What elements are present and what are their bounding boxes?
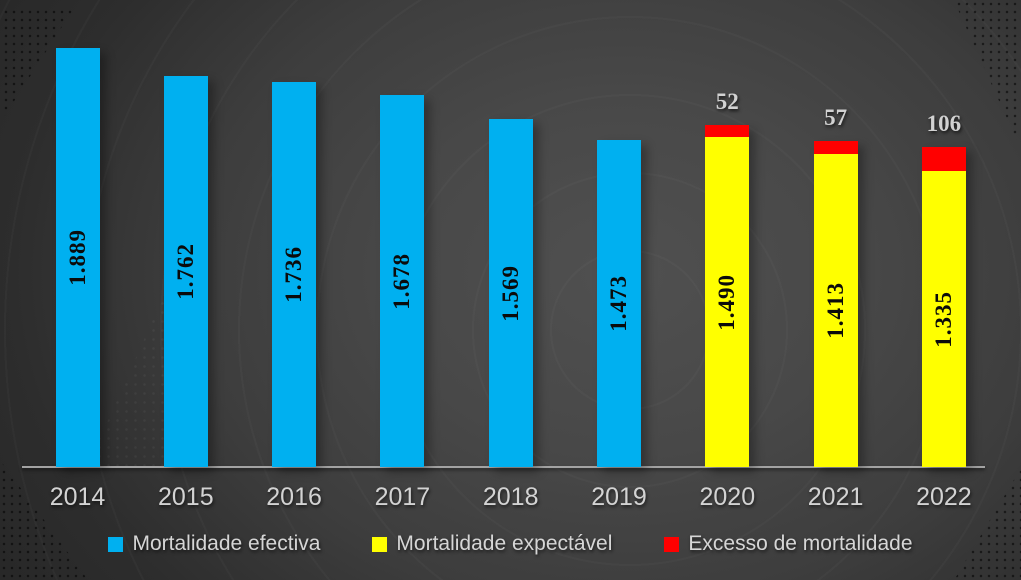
- legend-swatch-red: [664, 536, 680, 552]
- segment-effective-2017: 1.678: [380, 95, 425, 467]
- segment-expected-2021: 1.413: [813, 154, 858, 467]
- bar-value-label-2020: 1.490: [714, 273, 740, 331]
- bar-value-label-2021: 1.413: [822, 282, 848, 339]
- x-axis-label-2014: 2014: [49, 483, 106, 511]
- bar-value-label-2015: 1.762: [172, 243, 198, 300]
- x-axis-label-2022: 2022: [916, 483, 972, 511]
- segment-effective-2014: 1.889: [55, 48, 100, 467]
- legend-item-excesso-de-mortalidade: Excesso de mortalidade: [664, 532, 913, 556]
- segment-excess-2022: [921, 147, 966, 171]
- segment-effective-2016: 1.736: [272, 82, 317, 467]
- bar-stack-2021: 1.413: [813, 141, 858, 467]
- x-axis-label-2021: 2021: [807, 483, 864, 511]
- segment-effective-2018: 1.569: [488, 119, 533, 467]
- bar-value-label-2017: 1.678: [389, 252, 415, 310]
- segment-expected-2022: 1.335: [921, 171, 966, 467]
- excess-value-label-2021: 57: [824, 105, 848, 130]
- legend-item-mortalidade-efectiva: Mortalidade efectiva: [108, 532, 320, 556]
- bar-stack-2016: 1.736: [272, 82, 317, 467]
- legend-item-mortalidade-expectavel: Mortalidade expectável: [372, 532, 612, 556]
- bar-stack-2017: 1.678: [380, 95, 425, 467]
- bar-stack-2015: 1.762: [163, 76, 208, 467]
- segment-effective-2015: 1.762: [163, 76, 208, 467]
- bar-stack-2022: 1.335: [921, 147, 966, 467]
- segment-excess-2020: [705, 125, 750, 137]
- x-axis-label-2016: 2016: [266, 483, 322, 511]
- x-axis-label-2019: 2019: [591, 483, 647, 511]
- bar-stack-2020: 1.490: [705, 125, 750, 467]
- bar-stack-2018: 1.569: [488, 119, 533, 467]
- legend-label: Mortalidade efectiva: [132, 532, 321, 555]
- excess-value-label-2020: 52: [715, 89, 739, 114]
- x-axis-label-2015: 2015: [157, 483, 214, 511]
- legend-label: Excesso de mortalidade: [688, 532, 913, 555]
- x-axis-label-2017: 2017: [374, 483, 431, 511]
- bar-value-label-2018: 1.569: [497, 264, 523, 322]
- segment-expected-2020: 1.490: [705, 137, 750, 467]
- legend-swatch-blue: [108, 536, 124, 552]
- segment-excess-2021: [813, 141, 858, 154]
- bar-value-label-2022: 1.335: [930, 290, 956, 348]
- bar-stack-2014: 1.889: [55, 48, 100, 467]
- legend-swatch-yellow: [372, 536, 388, 552]
- bar-value-label-2014: 1.889: [64, 229, 90, 286]
- chart-legend: Mortalidade efectiva Mortalidade expectá…: [0, 532, 1021, 556]
- bar-value-label-2019: 1.473: [606, 275, 631, 332]
- bar-value-label-2016: 1.736: [281, 246, 307, 303]
- x-axis-label-2020: 2020: [699, 483, 756, 511]
- segment-effective-2019: 1.473: [597, 140, 641, 467]
- x-axis-line: [22, 466, 985, 468]
- legend-label: Mortalidade expectável: [396, 532, 613, 555]
- x-axis-label-2018: 2018: [482, 483, 539, 511]
- excess-value-label-2022: 106: [926, 111, 962, 136]
- bar-stack-2019: 1.473: [597, 140, 641, 467]
